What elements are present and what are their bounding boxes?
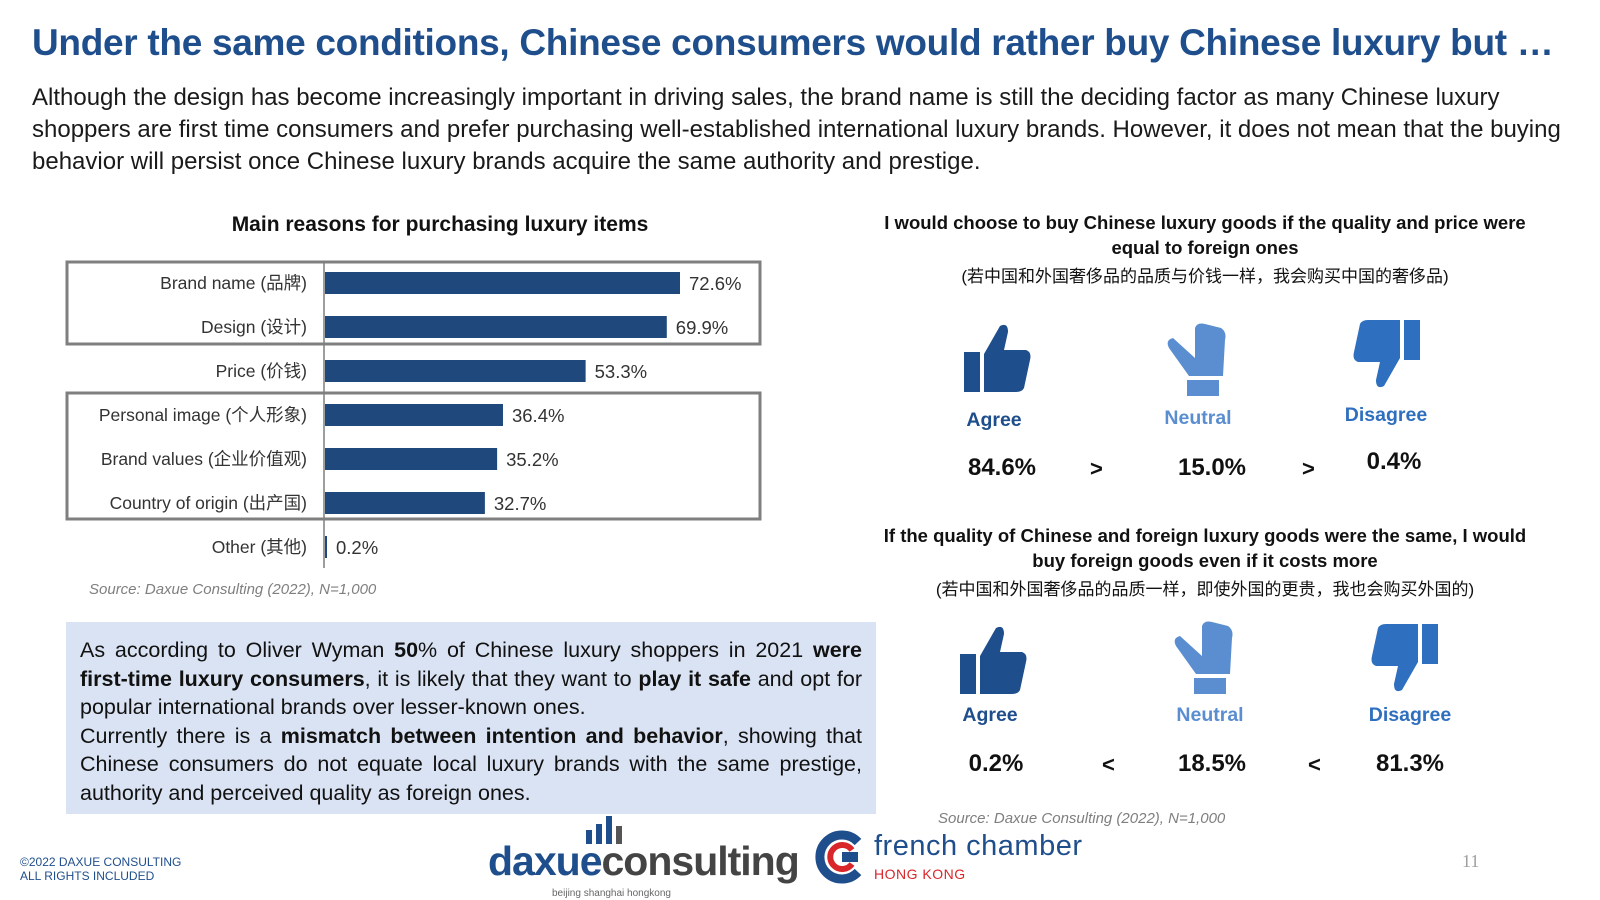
thumbs-down-icon [1370, 620, 1438, 696]
q1-disagree-label: Disagree [1344, 404, 1428, 426]
q2-agree-value: 0.2% [968, 750, 1024, 777]
bar [325, 536, 327, 558]
callout-bold: were first-time luxury consumers [80, 638, 862, 691]
q2-agree-label: Agree [962, 704, 1018, 726]
q2-neutral-value: 18.5% [1177, 750, 1247, 777]
q2-comparator: < [1102, 752, 1115, 777]
q1-agree-value: 84.6% [967, 454, 1037, 481]
category-label: Other (其他) [212, 537, 307, 557]
q2-comparator: < [1308, 752, 1321, 777]
thumbs-sideways-icon [1165, 320, 1233, 396]
group-frame [65, 391, 762, 521]
thumbs-sideways-icon [1172, 618, 1240, 694]
q1-subtitle: (若中国和外国奢侈品的品质与价钱一样，我会购买中国的奢侈品) [961, 267, 1449, 286]
value-label: 72.6% [689, 273, 741, 294]
callout-bold: play it safe [638, 666, 751, 691]
q2-neutral-label: Neutral [1176, 704, 1244, 726]
french-chamber-logo: french chamber HONG KONG [814, 830, 1124, 890]
category-label: Personal image (个人形象) [99, 405, 307, 425]
q1-title: I would choose to buy Chinese luxury goo… [884, 212, 1526, 258]
french-chamber-emblem-icon [815, 830, 862, 884]
callout-text: % of Chinese luxury shoppers in 2021 [418, 638, 813, 662]
value-label: 53.3% [595, 361, 647, 382]
callout-box: As according to Oliver Wyman 50% of Chin… [66, 622, 876, 814]
value-label: 35.2% [506, 449, 558, 470]
q1-disagree-value: 0.4% [1366, 448, 1422, 475]
bar-chart: Brand name (品牌) 72.6% Design (设计) 69.9% Pric… [65, 260, 762, 568]
value-label: 36.4% [512, 405, 564, 426]
callout-text: , showing that Chinese consumers do not … [80, 723, 862, 805]
bar [325, 492, 485, 514]
category-label: Country of origin (出产国) [110, 493, 307, 513]
callout-text: and opt for popular international brands… [80, 666, 863, 720]
thumbs-up-icon [964, 320, 1032, 396]
daxue-logo-bars-icon [586, 816, 622, 844]
right-source: Source: Daxue Consulting (2022), N=1,000 [938, 810, 1226, 827]
page-number: 11 [1462, 851, 1480, 871]
slide-subtitle: Although the design has become increasin… [32, 84, 1561, 175]
callout-text: As according to Oliver Wyman [80, 638, 395, 662]
daxue-logo-text: consulting [601, 838, 800, 884]
callout-text: Currently there is a [80, 723, 281, 748]
daxue-tagline: beijing shanghai hongkong [552, 888, 671, 899]
copyright-line: ©2022 DAXUE CONSULTING [20, 855, 182, 869]
daxue-logo-text: daxue [488, 838, 602, 884]
callout-bold: 50 [394, 638, 419, 662]
copyright-line: ALL RIGHTS INCLUDED [20, 869, 155, 883]
value-label: 32.7% [494, 493, 546, 514]
copyright: ©2022 DAXUE CONSULTING ALL RIGHTS INCLUD… [20, 855, 181, 883]
bar [325, 448, 498, 470]
q2-title: If the quality of Chinese and foreign lu… [883, 525, 1527, 571]
thumbs-up-icon [960, 622, 1028, 698]
french-chamber-city: HONG KONG [874, 866, 966, 882]
q1-agree-label: Agree [966, 409, 1022, 431]
value-label: 69.9% [676, 317, 728, 338]
q2-subtitle: (若中国和外国奢侈品的品质一样，即使外国的更贵，我也会购买外国的) [935, 580, 1475, 599]
q1-neutral-label: Neutral [1164, 407, 1232, 429]
bar [325, 404, 503, 426]
q1-comparator: > [1090, 456, 1103, 481]
category-label: Brand values (企业价值观) [101, 449, 307, 469]
category-label: Design (设计) [201, 317, 307, 337]
q2-disagree-label: Disagree [1368, 704, 1452, 726]
callout-text: , it is likely that they want to [364, 666, 639, 691]
daxue-logo: daxueconsulting beijing shanghai hongkon… [488, 816, 800, 899]
chart-title: Main reasons for purchasing luxury items [231, 213, 649, 236]
callout-bold: mismatch between intention and behavior [280, 723, 723, 748]
q1-neutral-value: 15.0% [1177, 454, 1247, 481]
category-label: Brand name (品牌) [160, 273, 307, 293]
group-frame [65, 260, 762, 346]
bar [325, 360, 586, 382]
q2-disagree-value: 81.3% [1375, 750, 1445, 777]
q1-comparator: > [1302, 456, 1315, 481]
thumbs-down-icon [1352, 316, 1420, 392]
category-label: Price (价钱) [216, 361, 307, 381]
value-label: 0.2% [336, 537, 378, 558]
bar [325, 272, 680, 294]
slide-title: Under the same conditions, Chinese consu… [32, 22, 1554, 63]
chart-source: Source: Daxue Consulting (2022), N=1,000 [89, 581, 377, 598]
french-chamber-name: french chamber [874, 830, 1083, 862]
bar [325, 316, 667, 338]
